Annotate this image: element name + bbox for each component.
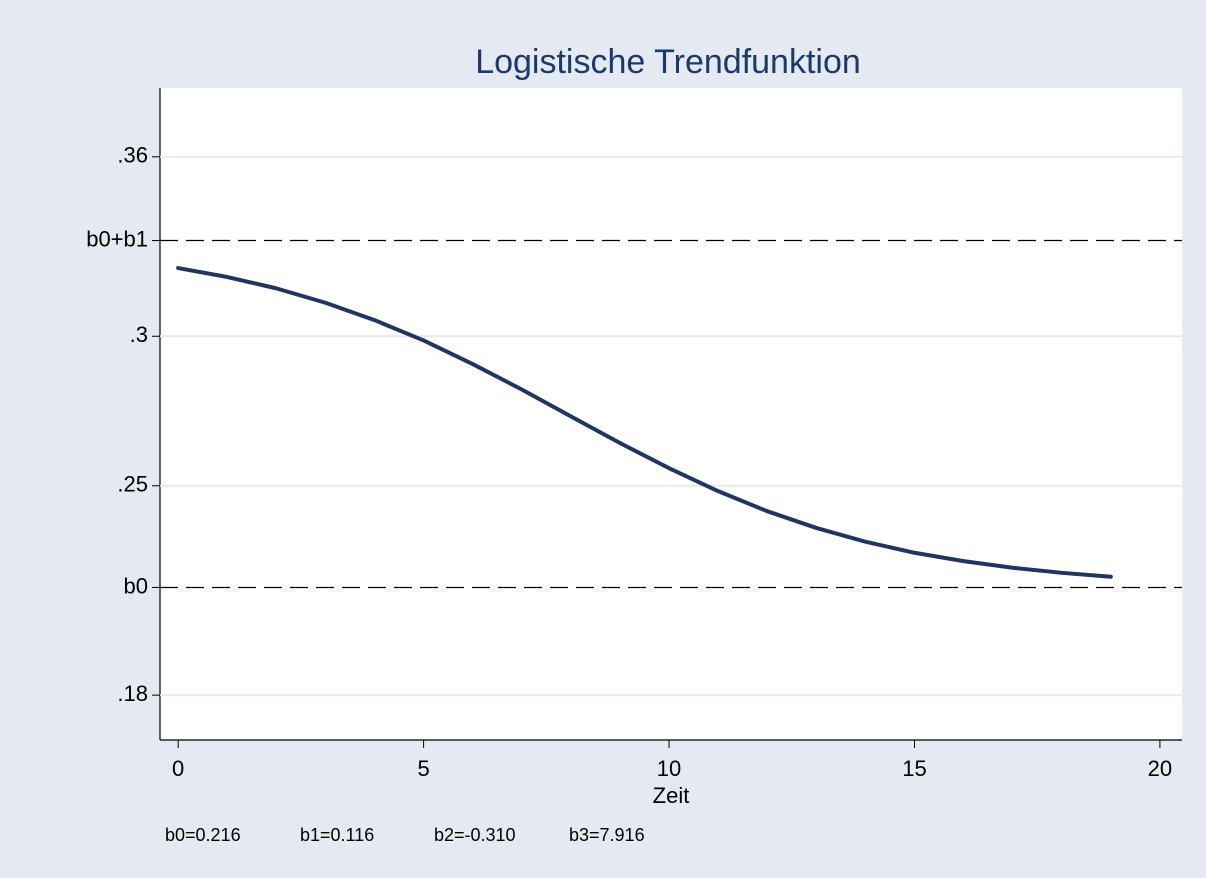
y-tick-label: b0 bbox=[124, 573, 148, 598]
x-tick-label: 15 bbox=[902, 756, 926, 781]
x-tick-label: 0 bbox=[172, 756, 184, 781]
trend-line bbox=[176, 266, 1113, 579]
y-tick-label: .36 bbox=[117, 143, 148, 168]
y-tick-label: b0+b1 bbox=[86, 226, 148, 251]
annotation: b2=-0.310 bbox=[434, 825, 516, 845]
x-tick-label: 20 bbox=[1148, 756, 1172, 781]
y-tick-label: .3 bbox=[130, 322, 148, 347]
annotation: b0=0.216 bbox=[165, 825, 241, 845]
y-tick-label: .18 bbox=[117, 681, 148, 706]
x-tick-label: 5 bbox=[417, 756, 429, 781]
chart-title: Logistische Trendfunktion bbox=[475, 43, 861, 81]
annotation: b3=7.916 bbox=[569, 825, 645, 845]
x-tick-label: 10 bbox=[657, 756, 681, 781]
annotation: b1=0.116 bbox=[300, 825, 374, 845]
plot-area bbox=[160, 88, 1182, 740]
x-axis-label: Zeit bbox=[653, 783, 690, 808]
y-tick-label: .25 bbox=[117, 472, 148, 497]
